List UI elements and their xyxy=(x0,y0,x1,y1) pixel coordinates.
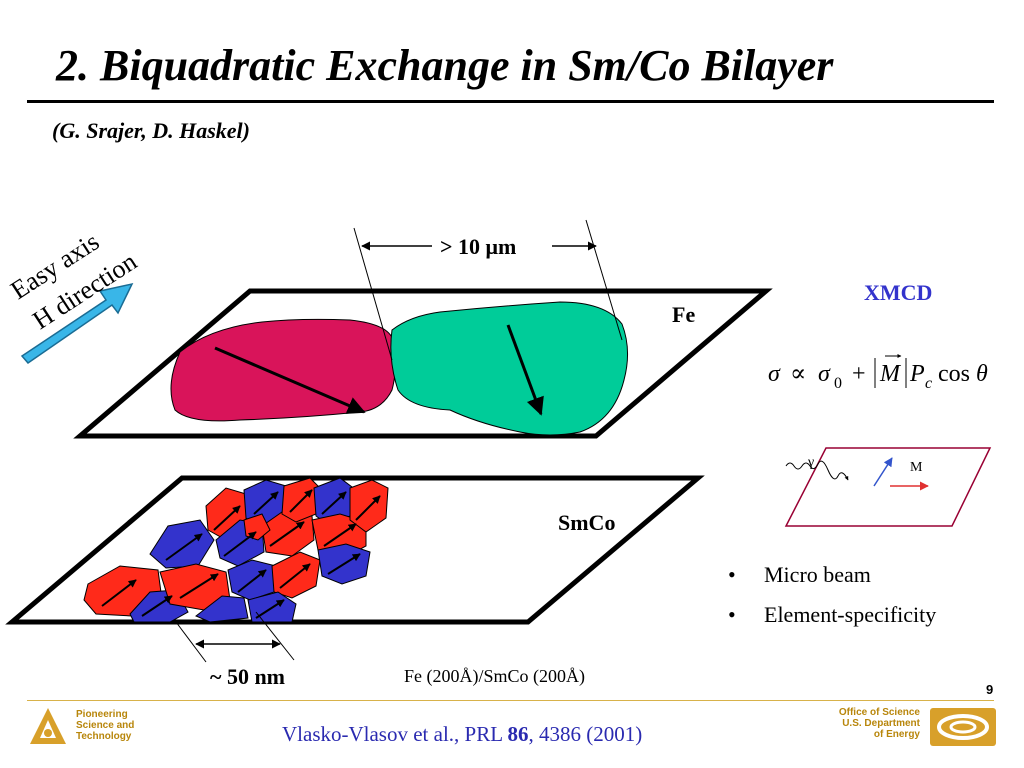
grain-size-label: ~ 50 nm xyxy=(210,664,285,689)
xmcd-sample-plane xyxy=(784,447,992,527)
grain-moment-arrow xyxy=(253,491,279,515)
grain-moment-arrow xyxy=(269,521,305,547)
grain-guide-left xyxy=(175,621,207,663)
smco-label: SmCo xyxy=(558,510,615,535)
bullet-element-specificity: • Element-specificity xyxy=(728,602,937,627)
fe-magnetization-arrow-right xyxy=(506,324,544,416)
width-guide-left xyxy=(353,227,393,361)
xmcd-geometry-sketch: γ M xyxy=(784,447,992,527)
slide-authors: (G. Srajer, D. Haskel) xyxy=(52,118,250,143)
argonne-logo-icon xyxy=(30,708,66,744)
grain-moment-arrow xyxy=(213,505,241,531)
grain-moment-arrow xyxy=(327,553,361,575)
xmcd-formula: σ ∝ σ 0 + M P c cos θ xyxy=(768,354,988,392)
fe-domain-right xyxy=(390,301,628,436)
grain-moment-arrow xyxy=(255,599,285,619)
photon-wave xyxy=(785,460,849,481)
fe-domain-left xyxy=(170,318,396,422)
grain-blue xyxy=(195,595,249,623)
svg-text:cos: cos xyxy=(938,361,970,387)
doe-logo-icon xyxy=(930,708,996,746)
xmcd-magnetization-direction xyxy=(873,457,893,487)
grain-moment-arrow xyxy=(179,573,219,599)
citation: Vlasko-Vlasov et al., PRL 86, 4386 (2001… xyxy=(282,722,643,746)
grain-moment-arrow xyxy=(279,563,311,589)
page-number: 9 xyxy=(986,682,994,697)
svg-text:P: P xyxy=(909,361,925,387)
grain-moment-arrow xyxy=(141,595,173,617)
bilayer-diagram: Easy axis H direction > 10 μm Fe xyxy=(5,219,992,689)
grain-blue xyxy=(149,519,215,569)
slide-title: 2. Biquadratic Exchange in Sm/Co Bilayer xyxy=(56,41,834,90)
grain-moment-arrow xyxy=(101,579,137,607)
xmcd-heading: XMCD xyxy=(864,280,932,305)
svg-text:0: 0 xyxy=(834,375,842,392)
fe-label: Fe xyxy=(672,302,695,327)
width-label: > 10 μm xyxy=(440,234,516,259)
grain-moment-arrow xyxy=(237,569,267,593)
grain-moment-arrow xyxy=(165,533,203,561)
svg-text:+: + xyxy=(852,361,866,387)
grain-guide-right xyxy=(255,611,295,661)
grain-moment-arrow xyxy=(355,495,381,521)
svg-text:c: c xyxy=(925,375,932,392)
svg-text:σ: σ xyxy=(768,361,781,387)
grain-moments xyxy=(101,489,381,619)
svg-text:θ: θ xyxy=(976,361,988,387)
gamma-label: γ xyxy=(807,455,814,470)
grain-moment-arrow xyxy=(289,489,313,513)
title-underline xyxy=(27,100,994,103)
feature-bullets: • Micro beam • Element-specificity xyxy=(728,562,936,642)
bullet-micro-beam: • Micro beam xyxy=(728,562,871,587)
footer-divider xyxy=(27,700,994,701)
sample-label: Fe (200Å)/SmCo (200Å) xyxy=(404,666,585,687)
svg-text:σ: σ xyxy=(818,361,831,387)
svg-text:M: M xyxy=(879,361,902,387)
svg-text:∝: ∝ xyxy=(790,361,806,387)
fe-magnetization-arrow-left xyxy=(214,346,366,414)
doe-office-text: Office of Science U.S. Department of Ene… xyxy=(838,707,920,740)
grain-moment-arrow xyxy=(223,531,257,557)
m-label: M xyxy=(910,460,923,475)
width-guide-right xyxy=(585,219,623,341)
easy-axis-arrow xyxy=(20,282,134,365)
grain-moment-arrow xyxy=(323,523,357,547)
pioneering-science-text: Pioneering Science and Technology xyxy=(76,709,135,742)
grain-moment-arrow xyxy=(321,491,347,515)
